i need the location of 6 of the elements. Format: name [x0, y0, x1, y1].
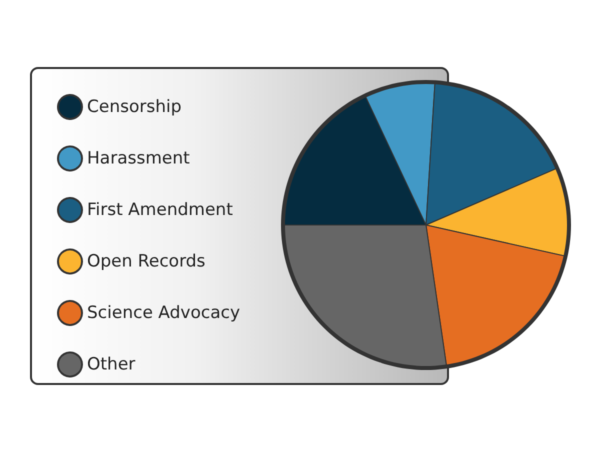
legend-label: Science Advocacy: [87, 303, 240, 323]
legend-label: First Amendment: [87, 200, 234, 220]
legend-label: Other: [87, 354, 136, 374]
legend-label: Harassment: [87, 148, 190, 168]
legend-label: Open Records: [87, 252, 206, 272]
legend-label: Censorship: [87, 97, 182, 117]
